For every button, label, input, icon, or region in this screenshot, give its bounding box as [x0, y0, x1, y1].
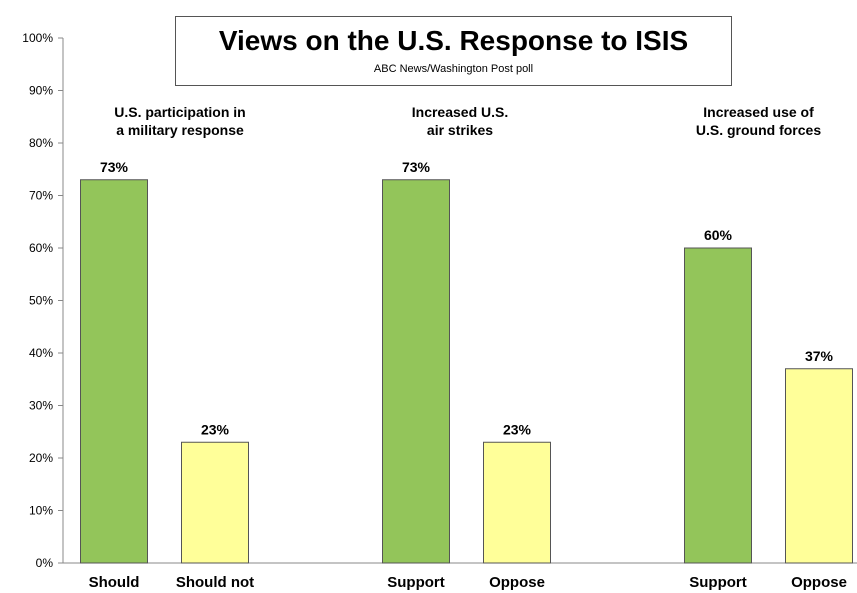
x-tick-label: Should: [89, 574, 140, 591]
data-label: 23%: [201, 421, 230, 437]
group-label-line: Increased U.S.: [411, 104, 509, 120]
chart-title: Views on the U.S. Response to ISIS: [218, 25, 689, 56]
x-tick-label: Support: [387, 574, 445, 591]
x-tick-label: Support: [689, 574, 747, 591]
data-label: 73%: [100, 159, 129, 175]
y-tick-label: 70%: [29, 189, 53, 203]
x-tick-label: Oppose: [791, 574, 847, 591]
bar: [382, 179, 450, 564]
y-tick-label: 50%: [29, 294, 53, 308]
group-label-air-strikes: Increased U.S. air strikes: [355, 103, 565, 139]
data-label: 73%: [402, 159, 431, 175]
bar: [483, 441, 551, 564]
group-label-line: air strikes: [426, 122, 494, 138]
y-tick-label: 80%: [29, 136, 53, 150]
y-tick-label: 60%: [29, 241, 53, 255]
group-label-line: a military response: [116, 122, 244, 138]
y-tick-label: 40%: [29, 346, 53, 360]
y-tick-label: 30%: [29, 399, 53, 413]
data-label: 37%: [805, 348, 834, 364]
data-label: 60%: [704, 227, 733, 243]
group-label-military-response: U.S. participation in a military respons…: [60, 103, 300, 139]
bar: [181, 441, 249, 564]
y-tick-label: 10%: [29, 504, 53, 518]
x-tick-label: Should not: [176, 574, 254, 591]
chart-title-box: Views on the U.S. Response to ISIS ABC N…: [175, 16, 732, 86]
y-tick-label: 20%: [29, 451, 53, 465]
data-label: 23%: [503, 421, 532, 437]
group-label-line: Increased use of: [703, 104, 814, 120]
chart-subtitle: ABC News/Washington Post poll: [373, 63, 534, 75]
y-tick-label: 0%: [36, 556, 54, 570]
y-tick-label: 90%: [29, 84, 53, 98]
x-tick-label: Oppose: [489, 574, 545, 591]
bar: [785, 368, 853, 564]
bar: [684, 247, 752, 564]
group-label-line: U.S. ground forces: [695, 122, 822, 138]
group-label-line: U.S. participation in: [114, 104, 246, 120]
group-label-ground-forces: Increased use of U.S. ground forces: [660, 103, 857, 139]
bar: [80, 179, 148, 564]
y-tick-label: 100%: [22, 31, 53, 45]
